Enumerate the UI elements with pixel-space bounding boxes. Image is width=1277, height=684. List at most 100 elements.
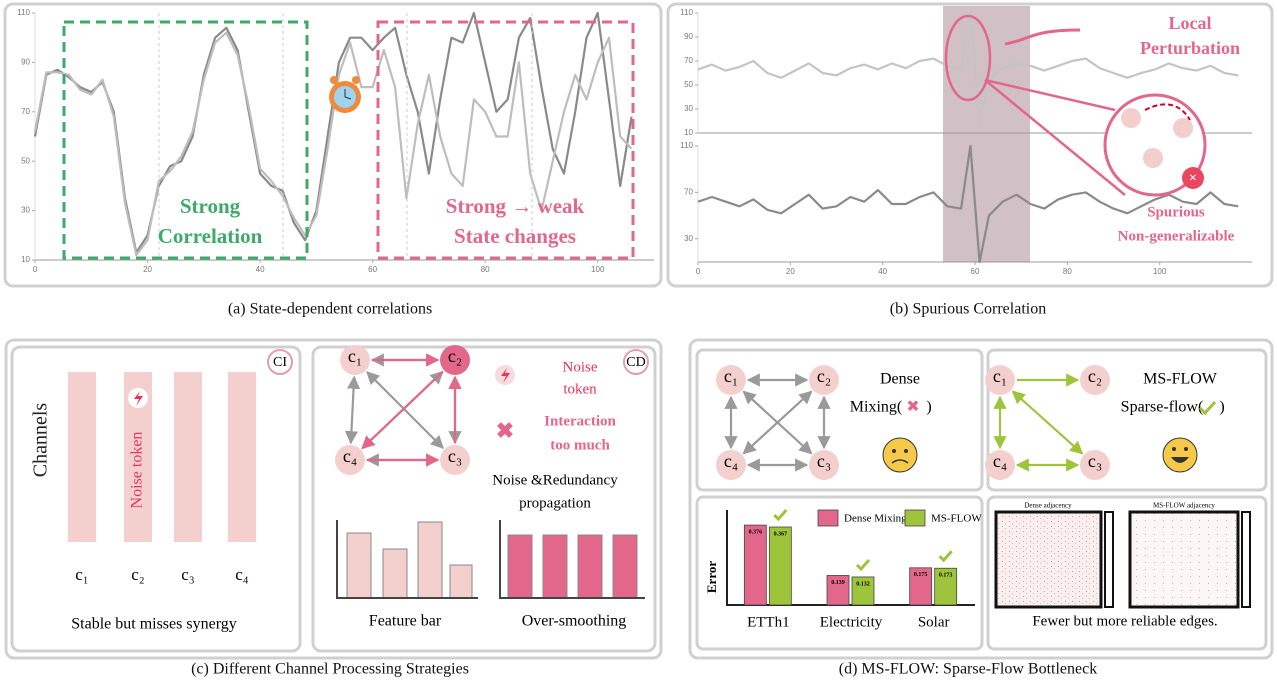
x-tick-label: 80 [1063,267,1072,276]
bar-chart: ErrorETTh10.3760.367Electricity0.1390.13… [704,510,982,630]
channel-bar [174,372,202,542]
label: Sparse-flow( [1121,399,1204,416]
label: Noise &Redundancy [492,472,618,488]
colorbar [1242,512,1250,607]
label: Correlation [158,224,263,248]
label: Strong → weak [446,194,585,218]
bar [769,527,791,605]
channel-label: c₄ [235,565,249,584]
node-label: c₁ [993,366,1007,386]
caption: (c) Different Channel Processing Strateg… [191,661,469,678]
note: Stable but misses synergy [71,616,236,633]
bar [744,525,766,605]
label: MS-FLOW [1143,371,1218,388]
x-tick-label: 0 [696,267,701,276]
y-tick-label: 70 [684,188,693,197]
x-tick-label: 40 [256,265,265,274]
node-label: c₄ [993,451,1007,471]
feature-bar [347,533,371,598]
x-tick-label: 60 [971,267,980,276]
x-icon: ✖ [496,418,514,443]
check-icon [940,551,952,560]
series-line [35,33,632,255]
x-tick-label: Electricity [820,614,883,630]
channel-label: c₃ [181,565,195,584]
y-tick-label: 50 [684,80,693,89]
strong-box [64,22,307,258]
label: ) [926,399,931,416]
y-tick-label: 110 [17,8,30,17]
sad-face [883,438,917,472]
label: Perturbation [1140,38,1240,58]
feature-bars [337,520,645,598]
label: propagation [519,495,591,511]
label: State changes [454,224,576,248]
legend: Noise [563,359,598,375]
node-label: c₂ [448,346,462,366]
y-tick-label: 10 [21,255,30,264]
y-axis-label: Error [704,561,719,593]
smooth-bar [578,535,602,598]
legend-label: MS-FLOW [931,513,982,525]
noise-label: Noise token [129,432,146,509]
smooth-bar [613,535,637,598]
channel-bar [68,372,96,542]
check-icon [774,510,786,519]
feature-bar [450,565,472,598]
y-tick-label: 70 [21,107,30,116]
channel-label: c₁ [75,565,88,584]
caption: (a) State-dependent correlations [228,301,432,318]
channel-bars [68,372,256,542]
figure: 1030507090110020406080100 Strong Correla… [0,0,1277,684]
x-tick-label: Solar [918,614,950,630]
node-label: c₃ [817,451,831,471]
label: Mixing( [850,399,902,416]
label: Spurious [1147,204,1205,220]
node-label: c₄ [724,451,738,471]
edge [1013,391,1083,453]
x-icon: × [1189,171,1197,186]
feature-bar [418,522,442,598]
y-tick-label: 30 [21,206,30,215]
legend-label: Dense Mixing [844,513,907,525]
channel-bar [228,372,256,542]
x-tick-label: 100 [591,265,605,274]
smooth-bar [543,535,567,598]
dot [1121,108,1141,128]
happy-face [1163,438,1197,472]
value-label: 0.132 [856,581,870,587]
x-tick-label: 0 [33,265,38,274]
x-tick-label: 80 [481,265,490,274]
node-label: c₄ [343,446,357,466]
badge-text: CI [273,355,287,370]
y-tick-label: 110 [680,8,693,17]
node-label: c₁ [724,366,738,386]
y-tick-label: 70 [684,56,693,65]
caption: (d) MS-FLOW: Sparse-Flow Bottleneck [839,661,1097,678]
heatmap-title: Dense adjacency [1024,502,1072,510]
value-label: 0.376 [749,529,763,535]
y-tick-label: 50 [21,156,30,165]
value-label: 0.173 [939,573,953,579]
dot [1143,148,1163,168]
y-tick-label: 90 [21,58,30,67]
cd-frame [313,347,655,651]
legend: token [563,381,597,397]
node-label: c₂ [1088,366,1102,386]
y-tick-label: 110 [680,141,693,150]
label: Feature bar [369,613,442,630]
note: Fewer but more reliable edges. [1032,613,1217,629]
heatmap [1130,512,1238,607]
legend-swatch [905,510,925,526]
legend: Interaction [544,413,616,429]
heatmap-title: MS-FLOW adjacency [1153,502,1215,510]
node-label: c₁ [348,346,362,366]
x-tick-label: 20 [786,267,795,276]
label: ) [1219,399,1224,416]
x-tick-label: 40 [878,267,887,276]
edge [351,377,354,443]
feature-bar [383,549,407,598]
value-label: 0.367 [774,531,788,537]
value-label: 0.175 [914,572,928,578]
